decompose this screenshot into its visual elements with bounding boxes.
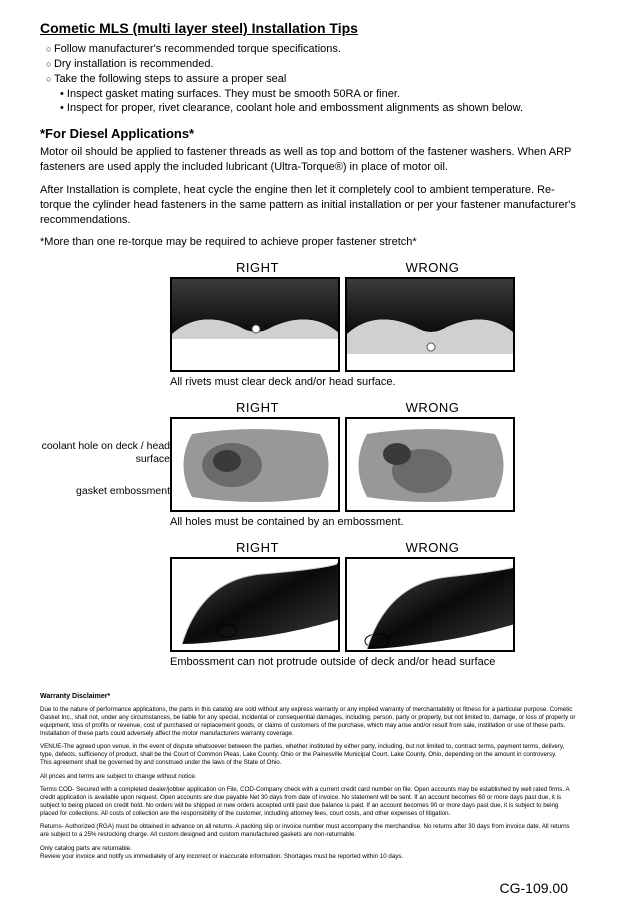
bullet-item: Inspect gasket mating surfaces. They mus… xyxy=(60,87,578,102)
label-right: RIGHT xyxy=(170,540,345,555)
disclaimer-text: All prices and terms are subject to chan… xyxy=(40,773,578,781)
label-wrong: WRONG xyxy=(345,540,520,555)
label-right: RIGHT xyxy=(170,260,345,275)
caption-holes: All holes must be contained by an emboss… xyxy=(170,516,578,528)
disclaimer-text: VENUE-The agreed upon venue, in the even… xyxy=(40,743,578,766)
disclaimer-text: Returns- Authorized (RGA) must be obtain… xyxy=(40,823,578,839)
caption-emboss: Embossment can not protrude outside of d… xyxy=(170,656,578,668)
bullet-item: Inspect for proper, rivet clearance, coo… xyxy=(60,101,578,116)
disclaimer-text: Only catalog parts are returnable. Revie… xyxy=(40,845,578,861)
panel-emboss-wrong xyxy=(345,557,515,652)
disclaimer-heading: Warranty Disclaimer* xyxy=(40,693,578,700)
bullet-item: Dry installation is recommended. xyxy=(46,57,578,72)
diagram-section: RIGHT WRONG xyxy=(40,260,578,668)
diagram-row-rivets: RIGHT WRONG xyxy=(40,260,578,372)
disclaimer-text: Due to the nature of performance applica… xyxy=(40,706,578,737)
label-wrong: WRONG xyxy=(345,400,520,415)
paragraph: *More than one re-torque may be required… xyxy=(40,235,578,250)
panel-rivet-right xyxy=(170,277,340,372)
page-title: Cometic MLS (multi layer steel) Installa… xyxy=(40,20,578,36)
panel-rivet-wrong xyxy=(345,277,515,372)
diagram-row-holes: coolant hole on deck / head surface gask… xyxy=(40,400,578,512)
diagram-row-emboss: RIGHT WRONG xyxy=(40,540,578,652)
label-wrong: WRONG xyxy=(345,260,520,275)
disclaimer-text: Terms COD- Secured with a completed deal… xyxy=(40,786,578,817)
bullet-list: Follow manufacturer's recommended torque… xyxy=(40,42,578,116)
panel-emboss-right xyxy=(170,557,340,652)
paragraph: After Installation is complete, heat cyc… xyxy=(40,183,578,228)
bullet-item: Take the following steps to assure a pro… xyxy=(46,72,578,87)
page-number: CG-109.00 xyxy=(40,880,578,896)
annotation-column: coolant hole on deck / head surface gask… xyxy=(40,400,170,500)
bullet-item: Follow manufacturer's recommended torque… xyxy=(46,42,578,57)
panel-hole-right xyxy=(170,417,340,512)
caption-rivets: All rivets must clear deck and/or head s… xyxy=(170,376,578,388)
paragraph: Motor oil should be applied to fastener … xyxy=(40,145,578,175)
label-right: RIGHT xyxy=(170,400,345,415)
panel-hole-wrong xyxy=(345,417,515,512)
section-heading: *For Diesel Applications* xyxy=(40,126,578,141)
